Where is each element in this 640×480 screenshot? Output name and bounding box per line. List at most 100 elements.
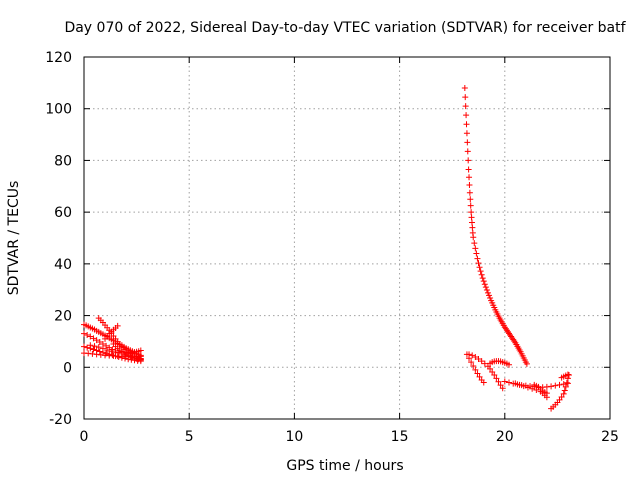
data-point (109, 352, 116, 359)
data-point (466, 181, 473, 188)
data-point (96, 348, 103, 355)
data-point (489, 368, 496, 375)
y-tick-label: -20 (49, 412, 72, 428)
data-point (472, 245, 479, 252)
data-point (81, 343, 87, 350)
data-point (463, 121, 470, 128)
data-point (108, 348, 115, 355)
data-point (467, 202, 474, 209)
data-point (474, 370, 481, 377)
data-point (464, 148, 471, 155)
data-point (487, 365, 494, 372)
data-point (472, 353, 479, 360)
data-point (476, 264, 483, 271)
data-point (461, 85, 468, 92)
data-point (497, 382, 504, 389)
x-tick-label: 25 (601, 429, 619, 445)
data-point (475, 260, 482, 267)
data-point (114, 322, 121, 329)
data-point (481, 281, 488, 288)
data-point (484, 289, 491, 296)
data-point (501, 378, 508, 385)
data-point (472, 366, 479, 373)
data-point (462, 103, 469, 110)
y-tick-label: 100 (45, 102, 72, 118)
data-point (563, 379, 570, 386)
data-point (561, 387, 568, 394)
data-points (81, 85, 572, 412)
data-point (466, 351, 473, 358)
data-point (482, 284, 489, 291)
data-point (491, 372, 498, 379)
x-axis-label: GPS time / hours (286, 458, 403, 474)
data-point (91, 343, 98, 350)
data-point (529, 385, 536, 392)
data-point (469, 224, 476, 231)
data-point (520, 383, 527, 390)
data-point (468, 209, 475, 216)
data-point (90, 335, 97, 342)
data-point (481, 360, 488, 367)
data-point (87, 342, 94, 349)
plot-frame (83, 56, 611, 420)
data-point (487, 294, 494, 301)
data-point (468, 214, 475, 221)
data-point (477, 268, 484, 275)
data-point (558, 394, 565, 401)
data-point (562, 383, 569, 390)
y-tick-label: 0 (63, 360, 72, 376)
y-tick-label: 80 (54, 153, 72, 169)
data-point (84, 344, 91, 351)
data-point (548, 383, 555, 390)
data-point (93, 337, 100, 344)
data-point (543, 390, 550, 397)
data-point (506, 361, 513, 368)
data-point (486, 292, 493, 299)
data-point (115, 353, 122, 360)
data-point (471, 240, 478, 247)
y-tick-label: 20 (54, 309, 72, 325)
data-point (512, 380, 519, 387)
data-point (465, 157, 472, 164)
data-point (556, 381, 563, 388)
data-point (493, 375, 500, 382)
data-point (128, 356, 135, 363)
data-point (137, 352, 144, 359)
data-point (476, 373, 483, 380)
data-point (85, 350, 92, 357)
data-point (463, 112, 470, 119)
data-point (112, 349, 119, 356)
data-point (90, 346, 97, 353)
data-point (93, 351, 100, 358)
x-tick-label: 10 (285, 429, 303, 445)
x-tick-label: 5 (185, 429, 194, 445)
data-point (103, 342, 110, 349)
data-point (104, 346, 111, 353)
data-point (516, 381, 523, 388)
data-point (523, 360, 530, 367)
data-point (560, 390, 567, 397)
data-point (464, 139, 471, 146)
data-point (478, 271, 485, 278)
data-point (87, 333, 94, 340)
data-point (506, 379, 513, 386)
y-axis-label: SDTVAR / TECUs (6, 181, 22, 296)
x-tick-label: 15 (391, 429, 409, 445)
data-point (466, 189, 473, 196)
data-point (466, 174, 473, 181)
axis-ticks: 0 5 10 15 20 25 -20 0 20 40 60 80 100 120 (45, 50, 619, 445)
data-point (470, 234, 477, 241)
data-point (463, 130, 470, 137)
data-point (99, 345, 106, 352)
data-point (470, 362, 477, 369)
data-point (543, 383, 550, 390)
y-tick-label: 60 (54, 205, 72, 221)
data-point (473, 250, 480, 257)
data-point (564, 371, 571, 378)
data-point (479, 275, 486, 282)
data-point (97, 351, 104, 358)
y-tick-label: 120 (45, 50, 72, 66)
data-point (462, 94, 469, 101)
x-tick-label: 0 (80, 429, 89, 445)
